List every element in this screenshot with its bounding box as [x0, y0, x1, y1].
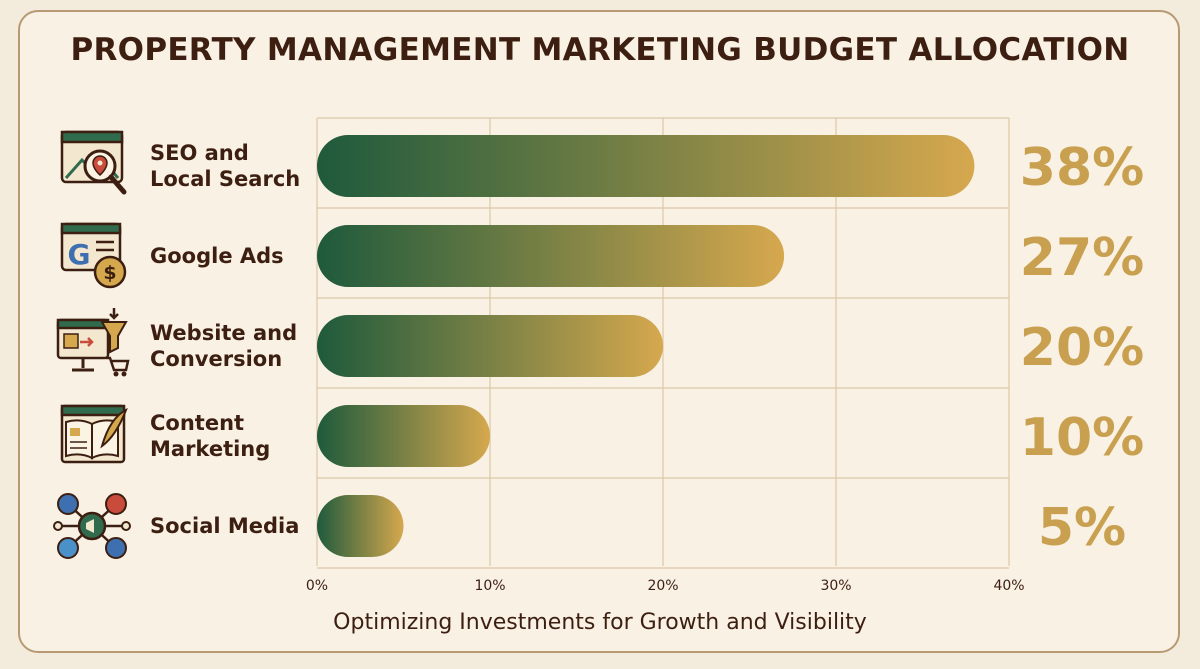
- value-label-1: 27%: [1020, 228, 1144, 288]
- category-label-3-line-1: Marketing: [150, 437, 270, 461]
- value-label-4: 5%: [1038, 498, 1126, 558]
- x-tick-label: 20%: [647, 578, 678, 594]
- svg-text:$: $: [103, 262, 116, 284]
- svg-text:G: G: [68, 238, 91, 271]
- x-tick-label: 10%: [474, 578, 505, 594]
- category-label-0-line-1: Local Search: [150, 167, 300, 191]
- category-label-4-line-0: Social Media: [150, 514, 299, 538]
- bar-1: [317, 225, 785, 287]
- seo-search-icon: [60, 130, 127, 195]
- value-labels: 38% 27% 20% 10% 5%: [1020, 138, 1144, 558]
- bar-3: [317, 405, 490, 467]
- bar-2: [317, 315, 663, 377]
- x-axis-ticks: 0% 10% 20% 30% 40%: [306, 578, 1025, 594]
- category-label-1-line-0: Google Ads: [150, 244, 284, 268]
- content-book-icon: [60, 404, 128, 464]
- x-tick-label: 40%: [993, 578, 1024, 594]
- x-tick-label: 0%: [306, 578, 328, 594]
- category-icons: G$: [53, 130, 131, 559]
- value-label-3: 10%: [1020, 408, 1144, 468]
- category-label-0-line-0: SEO and: [150, 141, 249, 165]
- category-label-2-line-0: Website and: [150, 321, 297, 345]
- chart-title: PROPERTY MANAGEMENT MARKETING BUDGET ALL…: [70, 32, 1130, 68]
- bar-0: [317, 135, 975, 197]
- category-label-3-line-0: Content: [150, 411, 244, 435]
- website-funnel-icon: [56, 308, 130, 377]
- bars: [317, 135, 975, 557]
- google-ads-icon: G$: [60, 222, 127, 289]
- social-network-icon: [53, 493, 131, 559]
- x-tick-label: 30%: [820, 578, 851, 594]
- chart-subtitle: Optimizing Investments for Growth and Vi…: [333, 610, 867, 635]
- category-label-2-line-1: Conversion: [150, 347, 282, 371]
- grid-lines: [316, 117, 1010, 569]
- bar-4: [317, 495, 404, 557]
- value-label-2: 20%: [1020, 318, 1144, 378]
- value-label-0: 38%: [1020, 138, 1144, 198]
